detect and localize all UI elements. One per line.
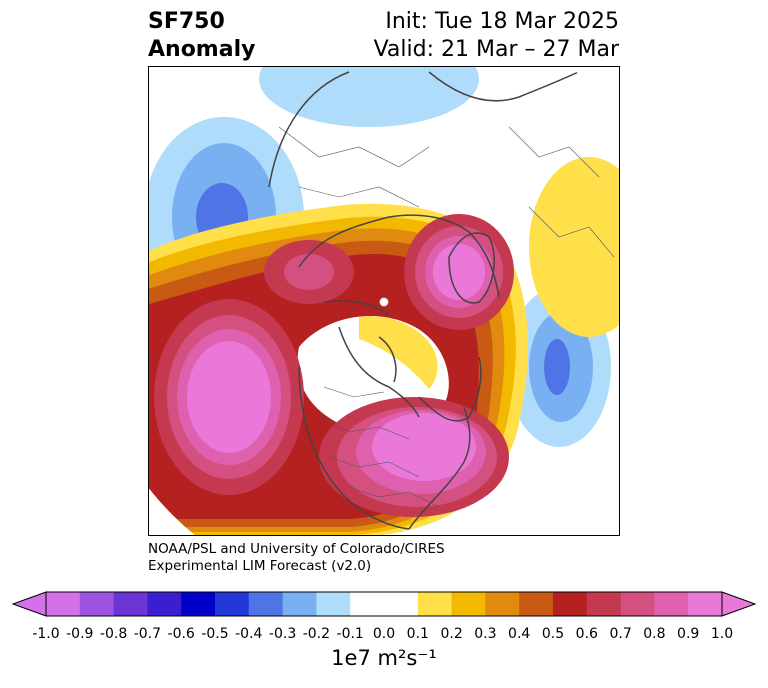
colorbar-segment	[147, 592, 182, 616]
colorbar-tick-label: 0.7	[609, 626, 632, 642]
colorbar-tick-label: 0.2	[440, 626, 463, 642]
colorbar-segment	[688, 592, 723, 616]
colorbar	[11, 591, 757, 617]
field-label: Anomaly	[148, 37, 256, 62]
colorbar-units: 1e7 m²s⁻¹	[331, 646, 437, 670]
colorbar-tick-label: 0.3	[474, 626, 497, 642]
credit-line-1: NOAA/PSL and University of Colorado/CIRE…	[148, 541, 445, 557]
colorbar-segment	[79, 592, 115, 616]
colorbar-segment	[553, 592, 588, 616]
init-date: Init: Tue 18 Mar 2025	[385, 9, 619, 34]
negative-anomaly-north	[259, 67, 479, 127]
colorbar-segment	[215, 592, 250, 616]
colorbar-tick-label: -0.9	[66, 626, 94, 642]
valid-date: Valid: 21 Mar – 27 Mar	[373, 37, 619, 62]
colorbar-segment	[451, 592, 486, 616]
colorbar-segment	[519, 592, 554, 616]
colorbar-tick-label: 0.1	[406, 626, 429, 642]
colorbar-segment	[46, 592, 81, 616]
colorbar-tick-label: -0.3	[268, 626, 297, 642]
colorbar-segments	[46, 592, 723, 616]
colorbar-segment	[384, 592, 419, 616]
colorbar-tick-label: 0.5	[541, 626, 565, 642]
colorbar-tick-label: -0.1	[336, 626, 364, 642]
positive-core-pacific	[154, 299, 304, 495]
colorbar-under-arrow	[11, 591, 47, 617]
colorbar-tick-label: 0.9	[677, 626, 700, 642]
colorbar-over-arrow	[721, 591, 757, 617]
colorbar-segment	[282, 592, 317, 616]
colorbar-tick-label: -0.6	[167, 626, 195, 642]
colorbar-tick-label: 1.0	[710, 626, 734, 642]
north-pole-marker	[379, 297, 389, 307]
colorbar-segment	[350, 592, 385, 616]
positive-core-north-atlantic	[404, 214, 514, 330]
colorbar-tick-label: -1.0	[32, 626, 60, 642]
colorbar-segment	[248, 592, 284, 616]
colorbar-segment	[586, 592, 622, 616]
colorbar-segment	[417, 592, 453, 616]
map-panel	[148, 66, 620, 536]
colorbar-tick-label: 0.4	[508, 626, 531, 642]
colorbar-segment	[654, 592, 689, 616]
coastlines	[268, 67, 590, 530]
anomaly-map	[149, 67, 619, 535]
colorbar-segment	[485, 592, 520, 616]
colorbar-segment	[113, 592, 148, 616]
colorbar-tick-label: -0.8	[99, 626, 128, 642]
colorbar-tick-label: -0.4	[235, 626, 263, 642]
positive-core-siberia	[264, 240, 354, 304]
date-info: Init: Tue 18 Mar 2025 Valid: 21 Mar – 27…	[374, 8, 619, 64]
credit-block: NOAA/PSL and University of Colorado/CIRE…	[148, 541, 445, 575]
colorbar-tick-label: -0.7	[133, 626, 162, 642]
colorbar-tick-label: 0.6	[575, 626, 598, 642]
colorbar-segment	[316, 592, 351, 616]
country-borders	[278, 126, 615, 508]
colorbar-tick-label: 0.0	[372, 626, 396, 642]
colorbar-tick-label: -0.5	[201, 626, 229, 642]
map-title: SF750 Anomaly	[148, 8, 255, 64]
variable-label: SF750	[148, 9, 225, 34]
colorbar-segment	[181, 592, 216, 616]
colorbar-ticks: -1.0 -0.9 -0.8 -0.7 -0.6 -0.5 -0.4 -0.3 -0.2 -0.1…	[0, 626, 768, 646]
colorbar-segment	[620, 592, 655, 616]
colorbar-tick-label: 0.8	[643, 626, 666, 642]
positive-anomaly-northeast	[529, 157, 619, 337]
colorbar-tick-label: -0.2	[302, 626, 331, 642]
credit-line-2: Experimental LIM Forecast (v2.0)	[148, 558, 372, 574]
colorbar-outline	[45, 591, 723, 617]
